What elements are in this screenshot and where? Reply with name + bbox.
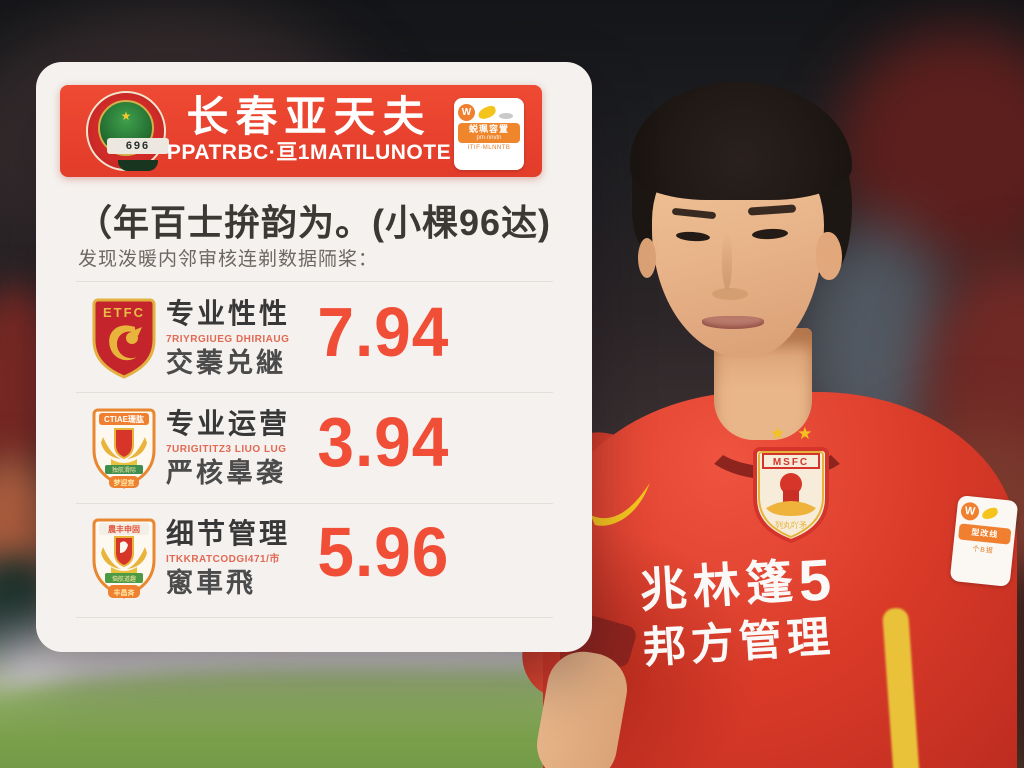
sponsor-band-text: 蜕珮容置: [468, 124, 509, 134]
svg-text:丰昌斉: 丰昌斉: [114, 588, 135, 597]
svg-text:MSFC: MSFC: [773, 457, 809, 468]
stat-text-block: 专业运营 7URIGITITZ3 LIUO LUG 严核辠袭: [166, 408, 290, 489]
jersey-sponsor-cjk: 兆林篷: [638, 554, 801, 617]
sponsor-car-icon: [499, 113, 513, 119]
stat-sublabel: 窻車飛: [166, 568, 256, 598]
card-header-banner: ★ 696 长春亚天夫 PPATRBC·亘1MATILUNOTE W 蜕珮容置 …: [60, 85, 542, 177]
stat-latin-caption: 7URIGITITZ3 LIUO LUG: [166, 444, 287, 455]
team-crest-icon: ★ 696: [86, 91, 169, 171]
crest-bottom-band: [118, 160, 158, 171]
stat-label: 专业性性: [166, 298, 291, 329]
card-subtitle: PPATRBC·亘1MATILUNOTE: [166, 141, 452, 164]
nike-swoosh-icon: [590, 482, 650, 526]
divider: [76, 617, 553, 618]
club-badge-icon: 農丰申固 恼航道趣 丰昌斉: [92, 518, 156, 599]
jersey-sponsor-text: 兆林篷5 邦方管理: [579, 547, 895, 676]
sleeve-patch: W 型改线 个B报: [949, 495, 1019, 587]
svg-text:CTIAE珊肱: CTIAE珊肱: [104, 414, 144, 424]
divider: [76, 281, 553, 282]
stat-text-block: 细节管理 ITKKRATCODGI471/市 窻車飛: [166, 518, 290, 599]
jersey-stars-icon: ★★: [770, 424, 860, 444]
sponsor-flame-icon: [476, 104, 498, 120]
card-subheadline: 发现泼暖内邻审核连剃数据陑桨：: [78, 249, 379, 270]
svg-text:列丸吖矛: 列丸吖矛: [775, 520, 807, 530]
stat-sublabel: 交蓁兑継: [166, 348, 286, 378]
player-ear: [638, 238, 656, 278]
stat-value: 7.94: [317, 293, 449, 371]
divider: [76, 503, 553, 504]
patch-logo-icon: W: [960, 501, 980, 522]
club-badge-icon: CTIAE珊肱 独航滑际 梦迎宫: [92, 408, 156, 489]
club-badge-icon: ETFC: [92, 298, 156, 379]
player-nose-shadow: [712, 288, 748, 300]
star-icon: ★: [797, 424, 825, 443]
sponsor-logo-icon: W: [458, 103, 475, 121]
card-headline: （年百士拚韵为。(小棵96迏): [76, 202, 552, 243]
player-head: [628, 82, 854, 374]
sponsor-band-subtext: pm·nnvtn: [476, 135, 502, 141]
sponsor-badge-footer: ITIF·MLNNTB: [467, 145, 511, 151]
svg-text:ETFC: ETFC: [103, 305, 145, 320]
team-crest-inner: ★ 696: [98, 100, 169, 171]
sponsor-badge-logo-row: W: [458, 102, 520, 122]
banner-titles: 长春亚天夫 PPATRBC·亘1MATILUNOTE: [166, 93, 452, 165]
sponsor-badge-band: 蜕珮容置 pm·nnvtn: [458, 123, 520, 143]
stat-latin-caption: 7RIYRGIUEG DHIRIAUG: [166, 334, 290, 345]
jersey-number: 5: [796, 547, 833, 615]
stat-value: 3.94: [317, 403, 449, 481]
stat-text-block: 专业性性 7RIYRGIUEG DHIRIAUG 交蓁兑継: [166, 298, 290, 379]
svg-text:独航滑际: 独航滑际: [112, 466, 136, 474]
patch-band-text: 型改线: [958, 523, 1012, 545]
stat-label: 专业运营: [166, 408, 291, 439]
divider: [76, 392, 553, 393]
svg-text:梦迎宫: 梦迎宫: [114, 478, 135, 487]
stats-card: ★ 696 长春亚天夫 PPATRBC·亘1MATILUNOTE W 蜕珮容置 …: [36, 62, 592, 652]
player-ear: [816, 232, 842, 280]
star-icon: ★: [770, 424, 798, 443]
crest-star-icon: ★: [120, 109, 132, 123]
patch-logo-row: W: [960, 499, 1014, 526]
player-hair: [630, 82, 852, 200]
crest-band-text: 696: [107, 138, 169, 154]
stat-value: 5.96: [317, 513, 449, 591]
stat-latin-caption: ITKKRATCODGI471/市: [166, 554, 280, 565]
stat-row: CTIAE珊肱 独航滑际 梦迎宫 专业运营 7URIGITITZ3 LIUO L…: [76, 400, 553, 500]
svg-text:恼航道趣: 恼航道趣: [112, 575, 136, 583]
stat-row: ETFC 专业性性 7RIYRGIUEG DHIRIAUG 交蓁兑継 7.94: [76, 290, 553, 390]
card-title: 长春亚天夫: [186, 93, 432, 140]
stat-row: 農丰申固 恼航道趣 丰昌斉 细节管理 ITKKRATCODGI471/市 窻車飛…: [76, 510, 553, 610]
player-nose: [722, 232, 732, 290]
player-mouth: [702, 316, 764, 329]
sponsor-badge-icon: W 蜕珮容置 pm·nnvtn ITIF·MLNNTB: [454, 98, 524, 170]
patch-flame-icon: [981, 506, 999, 521]
stat-sublabel: 严核辠袭: [166, 458, 286, 488]
svg-text:農丰申固: 農丰申固: [108, 524, 140, 534]
jersey-crest-icon: MSFC 列丸吖矛: [753, 447, 829, 544]
stat-label: 细节管理: [166, 518, 291, 549]
patch-footer-text: 个B报: [971, 545, 995, 556]
